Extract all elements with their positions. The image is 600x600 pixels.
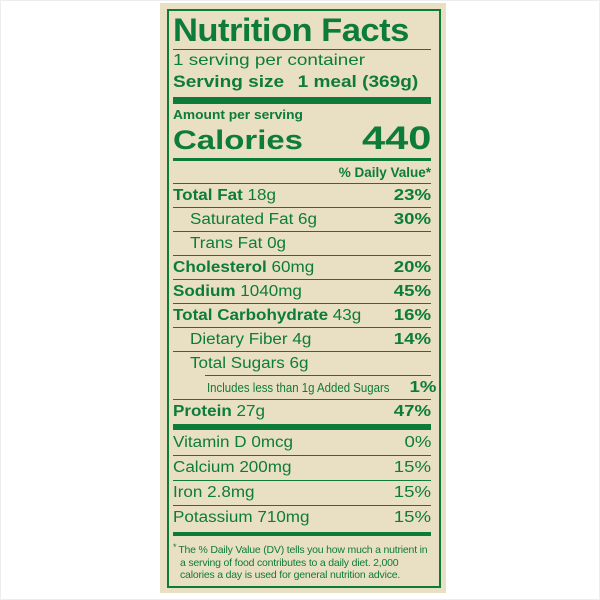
nutrient-daily-value: 15% — [393, 483, 431, 501]
title-rule — [173, 48, 431, 50]
nutrient-name: Calcium 200mg — [173, 458, 292, 476]
nutrient-name: Includes less than 1g Added Sugars — [207, 380, 390, 396]
nutrient-amount: 1040mg — [240, 282, 302, 300]
nutrient-name: Vitamin D 0mcg — [173, 433, 294, 451]
medium-bar-calories — [173, 158, 431, 162]
nutrient-amount: 6g — [289, 354, 309, 372]
row-dietary-fiber: Dietary Fiber 4g 14% — [173, 328, 431, 351]
thick-bar-bottom — [173, 531, 431, 537]
thick-bar-top — [173, 96, 431, 104]
nutrient-daily-value: 30% — [393, 210, 431, 228]
row-divider — [173, 231, 431, 233]
row-protein: Protein 27g 47% — [173, 400, 431, 423]
nutrient-amount: 18g — [247, 186, 276, 204]
nutrient-amount: 60mg — [271, 258, 315, 276]
nutrient-amount: 200mg — [239, 458, 292, 476]
row-divider — [173, 279, 431, 281]
label-border-frame: Nutrition Facts 1 serving per container … — [167, 9, 441, 588]
nutrient-name: Saturated Fat 6g — [190, 210, 318, 228]
footnote-text: The % Daily Value (DV) tells you how muc… — [178, 544, 428, 582]
row-divider — [173, 327, 431, 329]
nutrient-name: Sodium 1040mg — [173, 282, 302, 300]
calories-label: Calories — [173, 124, 304, 155]
footnote-asterisk: * — [173, 542, 177, 553]
nutrient-amount: 6g — [298, 210, 318, 228]
nutrient-daily-value: 23% — [393, 186, 431, 204]
row-divider — [173, 504, 431, 506]
row-divider — [173, 454, 431, 456]
serving-size-value: 1 meal (369g) — [297, 71, 419, 91]
row-includes-less-than-1g-added-sugars: Includes less than 1g Added Sugars 1% — [173, 376, 437, 399]
nutrient-amount: 0mcg — [251, 433, 294, 451]
serving-size-row: Serving size 1 meal (369g) — [173, 71, 462, 92]
nutrient-amount: 0g — [267, 234, 287, 252]
nutrient-name: Protein 27g — [173, 402, 265, 420]
nutrition-facts-label: Nutrition Facts 1 serving per container … — [160, 3, 446, 593]
nutrient-daily-value: 47% — [393, 402, 431, 420]
serving-size-gap — [284, 71, 297, 92]
nutrient-daily-value: 0% — [404, 433, 431, 451]
nutrient-daily-value: 1% — [409, 378, 437, 396]
nutrient-name: Dietary Fiber 4g — [190, 330, 312, 348]
label-title: Nutrition Facts — [173, 12, 409, 48]
row-divider — [173, 351, 431, 353]
nutrient-amount: 43g — [332, 306, 362, 324]
row-divider — [205, 375, 431, 377]
footnote: * The % Daily Value (DV) tells you how mu… — [173, 541, 431, 582]
nutrient-name: Total Fat 18g — [173, 186, 276, 204]
nutrient-rows: Total Fat 18g 23% Saturated Fat 6g 30% Trans… — [173, 184, 437, 423]
row-divider — [173, 207, 431, 209]
nutrient-name: Potassium 710mg — [173, 508, 310, 526]
row-total-sugars: Total Sugars 6g — [173, 352, 431, 375]
nutrient-daily-value: 15% — [393, 508, 431, 526]
calories-value: 440 — [361, 119, 431, 156]
serving-size-label: Serving size — [173, 71, 285, 91]
row-potassium: Potassium 710mg 15% — [173, 506, 431, 530]
row-trans-fat: Trans Fat 0g — [173, 232, 431, 255]
nutrient-daily-value: 16% — [393, 306, 431, 324]
nutrient-amount: 27g — [236, 402, 265, 420]
row-saturated-fat: Saturated Fat 6g 30% — [173, 208, 431, 231]
vitamin-rows: Vitamin D 0mcg 0% Calcium 200mg 15% Iron 2.8… — [173, 431, 431, 530]
nutrient-name: Iron 2.8mg — [173, 483, 255, 501]
row-calcium: Calcium 200mg 15% — [173, 456, 431, 480]
nutrient-name: Total Carbohydrate 43g — [173, 306, 362, 324]
row-divider — [173, 479, 431, 481]
nutrient-daily-value: 14% — [393, 330, 431, 348]
nutrient-daily-value: 15% — [393, 458, 431, 476]
row-divider — [173, 399, 431, 401]
nutrient-amount: 2.8mg — [207, 483, 255, 501]
nutrient-amount: 4g — [292, 330, 312, 348]
nutrient-name: Total Sugars 6g — [190, 354, 309, 372]
nutrient-daily-value: 45% — [393, 282, 431, 300]
row-total-fat: Total Fat 18g 23% — [173, 184, 431, 207]
servings-per-container: 1 serving per container — [173, 51, 366, 69]
row-cholesterol: Cholesterol 60mg 20% — [173, 256, 431, 279]
calories-row: Calories 440 — [173, 122, 431, 154]
row-vitamin-d: Vitamin D 0mcg 0% — [173, 431, 431, 455]
daily-value-header: % Daily Value* — [173, 162, 431, 185]
thick-bar-mid — [173, 424, 431, 430]
row-sodium: Sodium 1040mg 45% — [173, 280, 431, 303]
row-iron: Iron 2.8mg 15% — [173, 481, 431, 505]
nutrient-daily-value: 20% — [393, 258, 431, 276]
row-divider — [173, 255, 431, 257]
nutrient-name: Cholesterol 60mg — [173, 258, 315, 276]
nutrient-name: Trans Fat 0g — [190, 234, 287, 252]
row-total-carbohydrate: Total Carbohydrate 43g 16% — [173, 304, 431, 327]
row-divider — [173, 303, 431, 305]
amount-per-serving-label: Amount per serving — [173, 107, 303, 122]
nutrient-amount: 710mg — [257, 508, 310, 526]
